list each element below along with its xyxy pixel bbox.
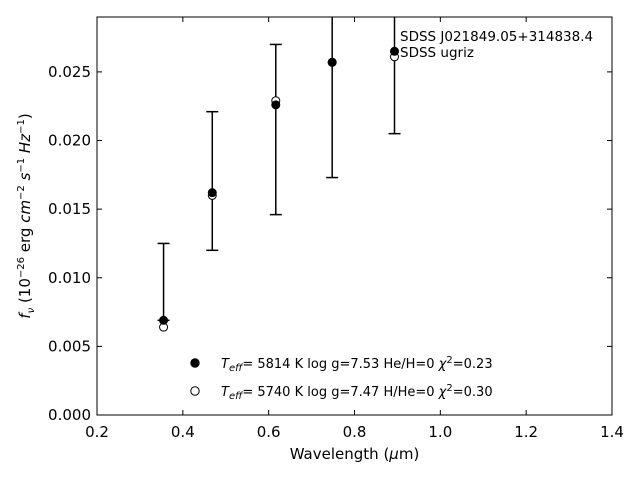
annotation-filters: SDSS ugriz — [400, 45, 474, 61]
point-filled — [159, 315, 169, 325]
plot-marks — [157, 17, 401, 332]
y-tick-label: 0.010 — [48, 269, 91, 287]
legend-marker-filled — [190, 358, 200, 368]
legend: Teff= 5814 K log g=7.53 He/H=0 χ2=0.23 T… — [190, 355, 493, 402]
legend-entry-2: Teff= 5740 K log g=7.47 H/He=0 χ2=0.30 — [221, 383, 493, 402]
x-tick-label: 0.2 — [85, 423, 109, 441]
x-tick-label: 0.8 — [343, 423, 367, 441]
y-tick-label: 0.020 — [48, 132, 91, 150]
x-tick-label: 0.6 — [257, 423, 281, 441]
y-tick-label: 0.015 — [48, 200, 91, 218]
plot-area — [157, 17, 401, 332]
x-tick-label: 1.2 — [514, 423, 538, 441]
y-axis-label: fν (10−26 erg cm−2 s−1 Hz−1) — [16, 113, 37, 318]
y-tick-label: 0.000 — [48, 406, 91, 424]
point-filled — [389, 46, 399, 56]
x-tick-label: 1.0 — [428, 423, 452, 441]
x-axis-label: Wavelength (μm) — [290, 445, 420, 463]
plot-frame — [96, 16, 613, 416]
point-filled — [207, 188, 217, 198]
axis-ticks: 0.2 0.4 0.6 0.8 1.0 1.2 1.4 0.000 0.005 0.010 0.01… — [48, 17, 624, 441]
x-tick-label: 0.4 — [171, 423, 195, 441]
point-filled — [271, 100, 281, 110]
y-tick-label: 0.025 — [48, 63, 91, 81]
legend-entry-1: Teff= 5814 K log g=7.53 He/H=0 χ2=0.23 — [221, 355, 493, 374]
point-filled — [327, 57, 337, 67]
legend-marker-open — [190, 386, 200, 396]
x-tick-label: 1.4 — [600, 423, 624, 441]
annotation-object: SDSS J021849.05+314838.4 — [400, 29, 593, 45]
y-tick-label: 0.005 — [48, 337, 91, 355]
